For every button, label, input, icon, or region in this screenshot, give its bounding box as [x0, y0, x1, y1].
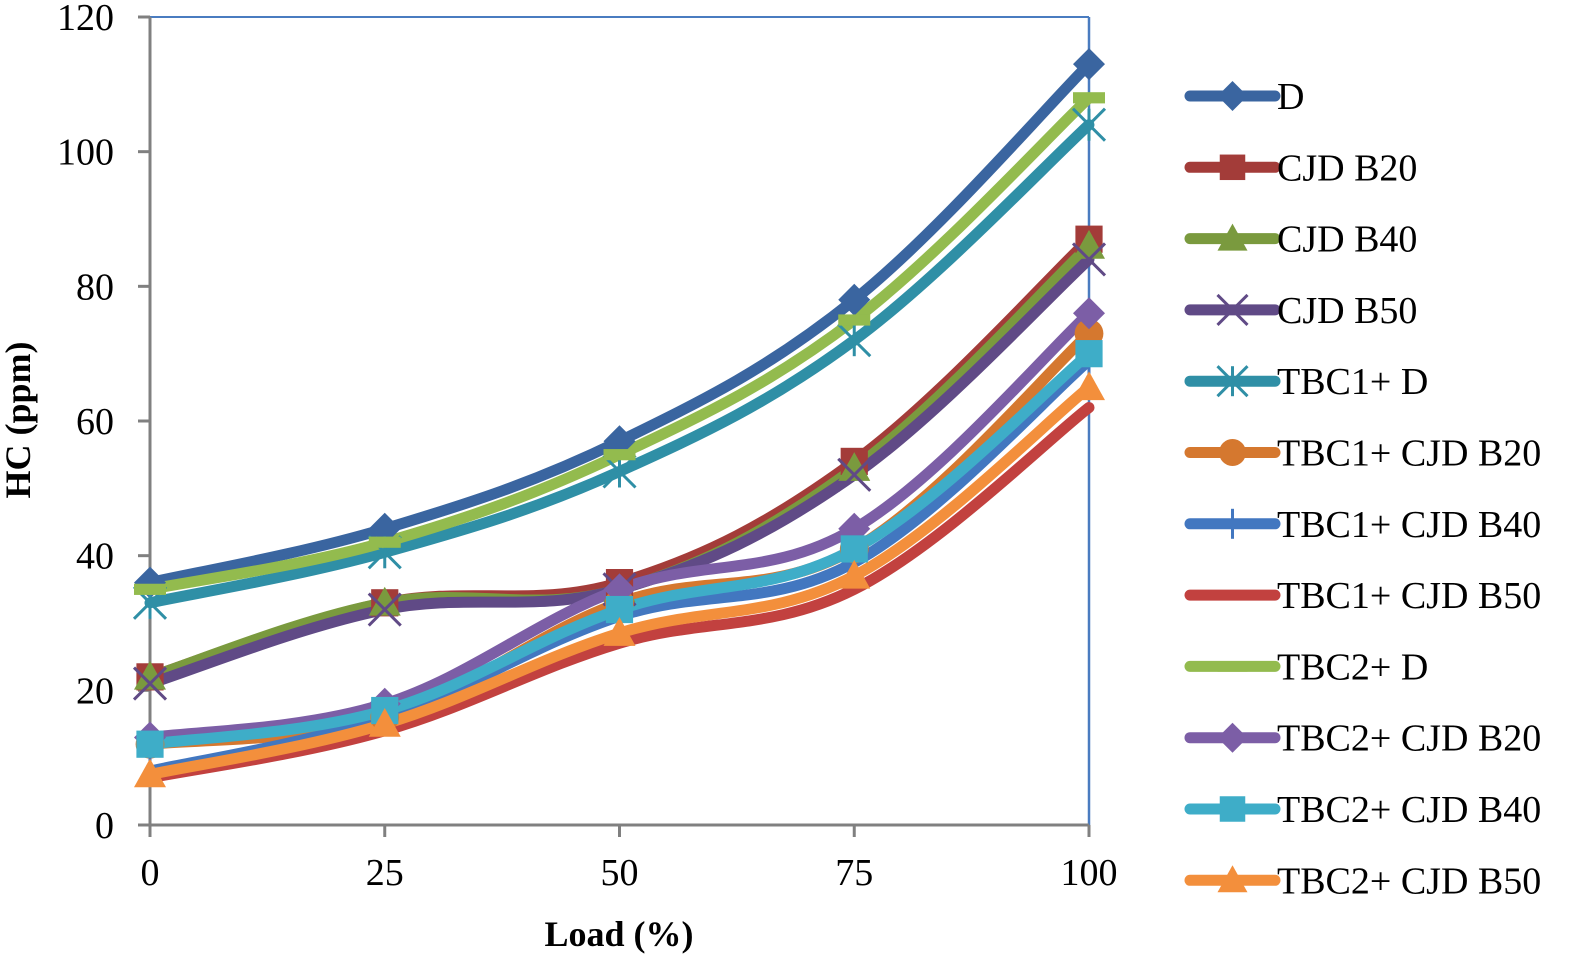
data-point-s11-p4 — [1073, 371, 1105, 401]
data-point-s8-p0 — [134, 583, 166, 595]
series-markers — [132, 48, 1107, 788]
data-point-s3-p1 — [367, 592, 402, 627]
series-line-4 — [144, 119, 1095, 609]
y-tick-label: 20 — [76, 670, 114, 712]
data-point-s8-p1 — [368, 536, 401, 548]
x-tick-label: 100 — [1061, 852, 1118, 894]
data-point-s9-p4 — [1073, 297, 1105, 330]
y-tick-label: 40 — [76, 536, 114, 578]
x-tick-label: 25 — [366, 852, 404, 894]
y-tick-label: 60 — [76, 401, 114, 443]
data-point-s10-p4 — [1075, 340, 1103, 368]
legend-marker — [1217, 223, 1248, 251]
legend-item: TBC2+ CJD B40 — [1184, 789, 1541, 831]
legend-item: CJD B20 — [1184, 147, 1417, 189]
legend-marker — [1216, 365, 1249, 398]
legend-label: TBC1+ D — [1277, 361, 1428, 403]
legend-marker — [1217, 661, 1248, 672]
data-point-s0-p3 — [838, 283, 871, 316]
legend-item: TBC2+ D — [1184, 646, 1428, 688]
series-line-8 — [144, 92, 1095, 595]
legend-item: D — [1184, 76, 1304, 118]
x-axis-title: Load (%) — [544, 914, 693, 954]
legend-label: TBC2+ CJD B20 — [1277, 718, 1541, 760]
data-point-s4-p2 — [602, 454, 637, 489]
data-point-s10-p3 — [840, 535, 868, 563]
data-point-s2-p3 — [838, 452, 871, 481]
legend-item: CJD B40 — [1184, 219, 1417, 261]
legend-label: TBC2+ CJD B40 — [1277, 789, 1541, 831]
data-point-s11-p1 — [368, 708, 401, 737]
legend-marker — [1217, 865, 1248, 893]
data-point-s3-p0 — [132, 666, 168, 701]
legend-label: TBC2+ CJD B50 — [1277, 860, 1541, 902]
x-tick-label: 0 — [141, 852, 160, 894]
legend-item: TBC1+ CJD B50 — [1184, 575, 1541, 617]
data-point-s10-p0 — [136, 730, 164, 758]
data-point-s3-p3 — [837, 457, 872, 492]
legend-label: CJD B50 — [1277, 290, 1417, 332]
series-line-0 — [144, 58, 1095, 589]
x-tick-label: 50 — [601, 852, 639, 894]
legend-item: TBC2+ CJD B20 — [1184, 718, 1541, 760]
legend-marker — [1216, 293, 1249, 326]
x-axis-ticks: 0 25 50 75 100 — [141, 825, 1118, 894]
legend-marker — [1217, 722, 1248, 753]
y-axis-ticks: 0 20 40 60 80 100 120 — [57, 0, 150, 847]
plot-frame — [138, 16, 1091, 833]
data-point-s8-p2 — [603, 449, 636, 461]
data-point-s2-p1 — [368, 586, 401, 616]
legend-marker — [1219, 154, 1246, 181]
data-point-s11-p0 — [134, 758, 166, 788]
y-tick-label: 80 — [76, 266, 114, 308]
legend-label: CJD B20 — [1277, 147, 1417, 189]
data-point-s3-p4 — [1071, 242, 1107, 277]
legend-label: TBC1+ CJD B50 — [1277, 575, 1541, 617]
y-tick-label: 100 — [57, 132, 114, 174]
data-point-s2-p0 — [134, 660, 166, 690]
legend: D CJD B20 CJD B40 CJD B50 TBC1+ D TBC1+ CJD B… — [1184, 76, 1541, 902]
series-lines — [144, 58, 1095, 784]
y-tick-label: 120 — [57, 0, 114, 39]
legend-label: TBC1+ CJD B40 — [1277, 504, 1541, 546]
data-point-s0-p4 — [1073, 48, 1105, 81]
legend-item: TBC1+ D — [1184, 361, 1428, 403]
x-tick-label: 75 — [835, 852, 873, 894]
data-point-s8-p3 — [838, 314, 871, 326]
data-point-s4-p4 — [1071, 107, 1107, 142]
legend-item: CJD B50 — [1184, 290, 1417, 332]
legend-marker — [1219, 796, 1246, 822]
legend-item: TBC2+ CJD B50 — [1184, 860, 1541, 902]
legend-marker — [1217, 81, 1248, 111]
data-point-s8-p4 — [1073, 92, 1105, 104]
y-axis-title: HC (ppm) — [0, 341, 38, 498]
y-tick-label: 0 — [95, 805, 114, 847]
legend-label: CJD B40 — [1277, 219, 1417, 261]
legend-label: TBC2+ D — [1277, 646, 1428, 688]
legend-marker — [1219, 439, 1246, 466]
legend-item: TBC1+ CJD B20 — [1184, 433, 1541, 475]
legend-label: D — [1277, 76, 1304, 118]
legend-item: TBC1+ CJD B40 — [1184, 504, 1541, 546]
data-point-s11-p3 — [838, 559, 871, 589]
data-point-s11-p2 — [603, 617, 636, 646]
data-point-s4-p3 — [837, 323, 872, 358]
legend-label: TBC1+ CJD B20 — [1277, 433, 1541, 475]
